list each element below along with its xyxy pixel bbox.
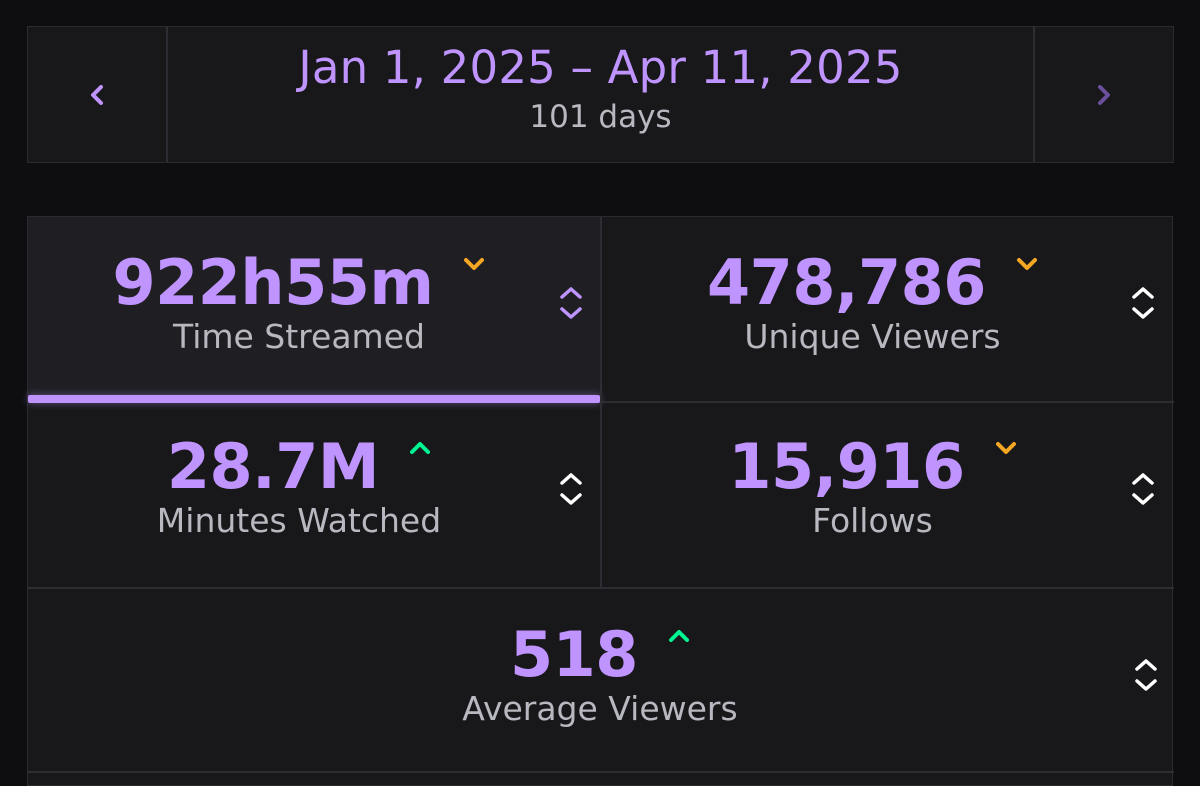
- grid-divider: [28, 587, 1174, 589]
- stat-value: 922h55m: [112, 246, 434, 319]
- previous-period-button[interactable]: [28, 27, 168, 162]
- stat-value: 518: [510, 618, 638, 691]
- stat-label: Average Viewers: [462, 689, 738, 728]
- stat-card-average-viewers[interactable]: 518 Average Viewers: [28, 589, 1172, 773]
- date-range-display: Jan 1, 2025 – Apr 11, 2025 101 days: [168, 27, 1033, 162]
- sort-toggle-icon[interactable]: [1133, 657, 1159, 693]
- stats-grid: 922h55m Time Streamed 478,786: [27, 216, 1174, 786]
- selected-indicator: [28, 395, 600, 403]
- date-range-navigator: Jan 1, 2025 – Apr 11, 2025 101 days: [27, 26, 1174, 163]
- chevron-right-icon: [1098, 84, 1110, 105]
- stat-label: Follows: [812, 501, 933, 540]
- stat-card-unique-viewers[interactable]: 478,786 Unique Viewers: [602, 217, 1173, 401]
- grid-divider: [600, 401, 1174, 403]
- stat-card-follows[interactable]: 15,916 Follows: [602, 403, 1173, 587]
- stat-label: Minutes Watched: [156, 501, 442, 540]
- grid-divider: [28, 771, 1174, 773]
- date-range-text: Jan 1, 2025 – Apr 11, 2025: [298, 41, 903, 94]
- sort-toggle-icon[interactable]: [1130, 285, 1156, 321]
- stat-value: 15,916: [728, 430, 965, 503]
- trend-down-icon: [464, 258, 485, 270]
- stat-value: 28.7M: [166, 430, 380, 503]
- sort-toggle-icon[interactable]: [558, 471, 584, 507]
- day-count: 101 days: [529, 99, 672, 135]
- trend-down-icon: [1016, 258, 1037, 270]
- stat-label: Unique Viewers: [744, 317, 1001, 356]
- trend-down-icon: [995, 442, 1016, 454]
- chevron-left-icon: [91, 84, 103, 105]
- stat-card-time-streamed[interactable]: 922h55m Time Streamed: [28, 217, 600, 403]
- stat-value: 478,786: [707, 246, 986, 319]
- trend-up-icon: [668, 630, 689, 642]
- stat-label: Time Streamed: [173, 317, 425, 356]
- trend-up-icon: [410, 442, 431, 454]
- sort-toggle-icon[interactable]: [558, 285, 584, 321]
- stat-card-minutes-watched[interactable]: 28.7M Minutes Watched: [28, 403, 600, 587]
- next-period-button[interactable]: [1033, 27, 1173, 162]
- sort-toggle-icon[interactable]: [1130, 471, 1156, 507]
